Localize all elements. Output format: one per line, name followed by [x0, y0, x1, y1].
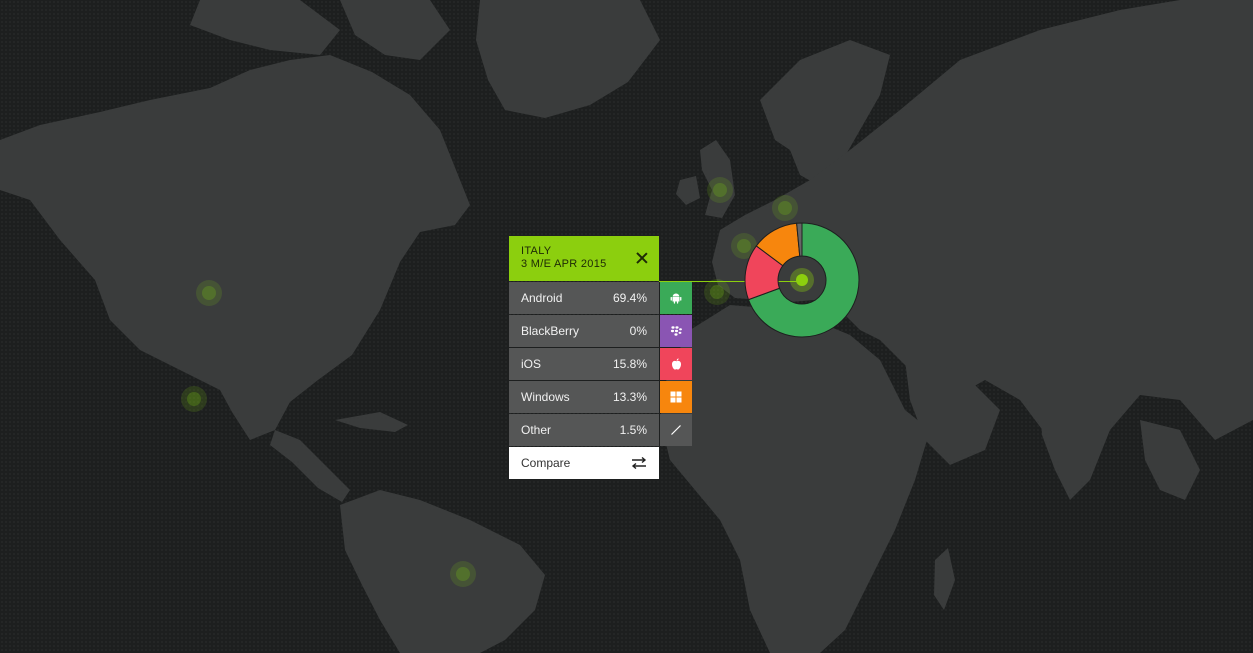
landmass-scandinavia	[760, 40, 890, 185]
landmass-uk	[700, 140, 735, 218]
os-cell: Other 1.5%	[509, 414, 659, 446]
market-marker-germany[interactable]	[772, 195, 798, 221]
os-cell: iOS 15.8%	[509, 348, 659, 380]
os-name: BlackBerry	[521, 324, 580, 338]
panel-connector-line	[659, 281, 799, 282]
market-marker-usa[interactable]	[196, 280, 222, 306]
os-name: iOS	[521, 357, 542, 371]
os-row-other[interactable]: Other 1.5%	[509, 414, 692, 446]
donut-slice-other[interactable]	[796, 222, 803, 257]
os-row-android[interactable]: Android 69.4%	[509, 282, 692, 314]
donut-slice-android[interactable]	[747, 222, 860, 338]
os-name: Android	[521, 291, 563, 305]
compare-button[interactable]: Compare	[509, 447, 659, 479]
apple-icon[interactable]	[660, 348, 692, 380]
landmass-southeast-asia	[1140, 420, 1200, 500]
market-marker-spain[interactable]	[704, 279, 730, 305]
landmass-south-america	[340, 490, 545, 653]
os-share: 15.8%	[612, 357, 647, 371]
landmass-arctic-islands-east	[340, 0, 450, 60]
landmass-africa	[660, 305, 930, 653]
compare-label: Compare	[521, 456, 571, 470]
os-name: Windows	[521, 390, 570, 404]
blackberry-icon[interactable]	[660, 315, 692, 347]
windows-icon[interactable]	[660, 381, 692, 413]
landmass-arabia	[905, 360, 1000, 465]
os-share: 1.5%	[619, 423, 647, 437]
os-share: 13.3%	[612, 390, 647, 404]
os-row-windows[interactable]: Windows 13.3%	[509, 381, 692, 413]
os-share: 0%	[629, 324, 647, 338]
landmass-central-america	[270, 430, 350, 502]
landmass-india	[1040, 395, 1110, 500]
os-row-ios[interactable]: iOS 15.8%	[509, 348, 692, 380]
android-icon[interactable]	[660, 282, 692, 314]
other-slash-icon[interactable]	[660, 414, 692, 446]
os-row-blackberry[interactable]: BlackBerry 0%	[509, 315, 692, 347]
share-donut-chart[interactable]	[744, 222, 860, 338]
panel-header: ITALY 3 M/E APR 2015	[509, 236, 659, 281]
os-name: Other	[521, 423, 552, 437]
country-name: ITALY	[521, 245, 552, 257]
os-cell: BlackBerry 0%	[509, 315, 659, 347]
market-marker-uk[interactable]	[707, 177, 733, 203]
os-cell: Windows 13.3%	[509, 381, 659, 413]
country-share-panel: ITALY 3 M/E APR 2015 Android 69.4% BlackBe…	[509, 236, 692, 479]
landmass-madagascar	[934, 548, 955, 610]
market-marker-mexico[interactable]	[181, 386, 207, 412]
landmass-north-america	[0, 55, 470, 440]
landmass-eurasia	[712, 0, 1253, 470]
os-share: 69.4%	[612, 291, 647, 305]
market-marker-italy[interactable]	[796, 274, 808, 286]
landmass-ireland	[676, 176, 700, 205]
close-icon[interactable]	[635, 251, 649, 265]
landmass-arctic-islands	[190, 0, 340, 55]
landmass-greenland	[476, 0, 660, 118]
market-marker-brazil[interactable]	[450, 561, 476, 587]
market-marker-france[interactable]	[731, 233, 757, 259]
landmass-caribbean	[335, 412, 408, 432]
os-cell: Android 69.4%	[509, 282, 659, 314]
swap-arrows-icon	[631, 457, 647, 469]
period-label: 3 M/E APR 2015	[521, 258, 607, 270]
